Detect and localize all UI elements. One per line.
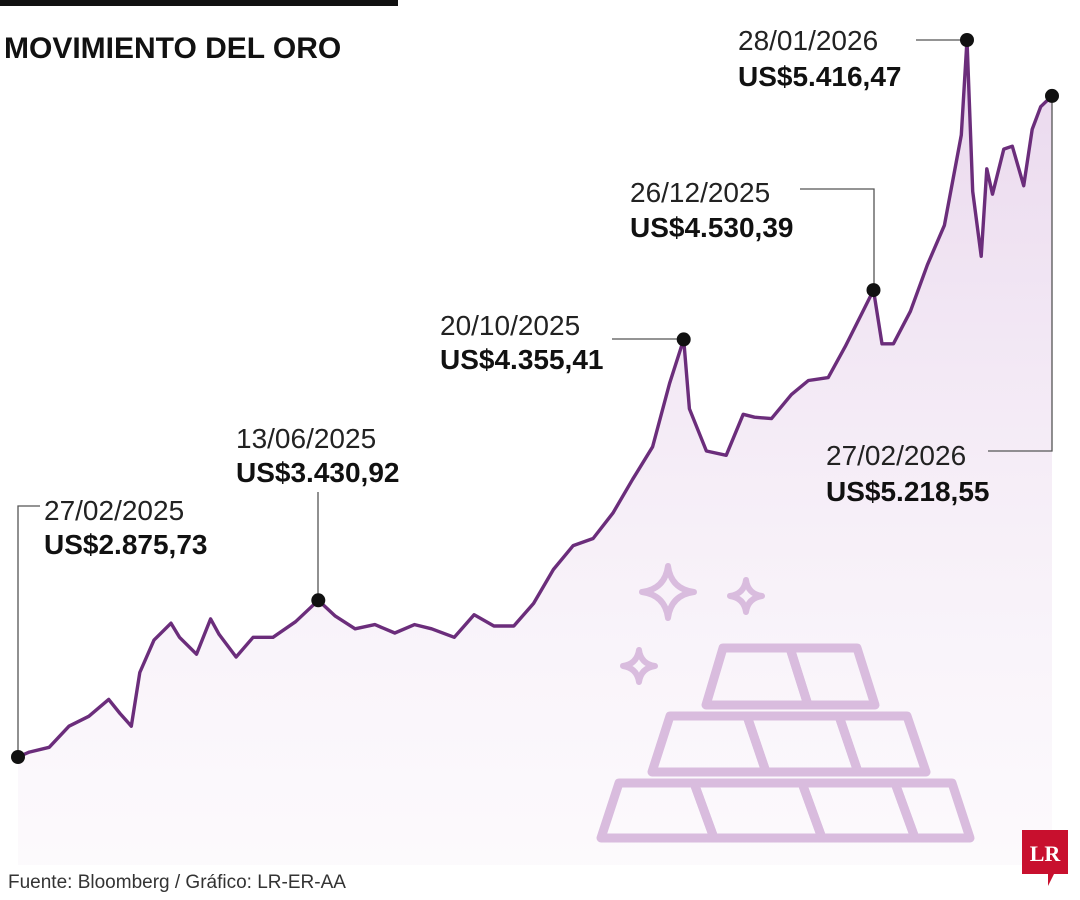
annotation-dot <box>311 593 326 608</box>
annotation-value: US$4.530,39 <box>630 212 793 243</box>
annotation-dot <box>866 283 881 298</box>
annotation-date: 28/01/2026 <box>738 25 878 56</box>
source-credit: Fuente: Bloomberg / Gráfico: LR-ER-AA <box>8 872 346 893</box>
annotation-dot <box>1045 88 1059 103</box>
annotation-leader <box>988 96 1053 452</box>
annotation-value: US$5.416,47 <box>738 61 901 92</box>
annotation-value: US$2.875,73 <box>44 529 207 560</box>
annotation-2026-02-27: 27/02/2026 US$5.218,55 <box>826 88 1059 507</box>
annotation-value: US$5.218,55 <box>826 476 989 507</box>
lr-logo: LR <box>1022 830 1068 886</box>
sparkle-icon <box>620 563 765 685</box>
annotation-date: 13/06/2025 <box>236 423 376 454</box>
annotation-dot <box>960 33 974 47</box>
annotation-dot <box>11 750 25 764</box>
annotation-date: 26/12/2025 <box>630 177 770 208</box>
lr-logo-text: LR <box>1030 841 1062 866</box>
annotation-dot <box>676 332 691 347</box>
annotation-value: US$4.355,41 <box>440 344 603 375</box>
annotation-2025-06-13: 13/06/2025 US$3.430,92 <box>236 423 399 608</box>
price-line <box>16 38 1054 759</box>
annotation-leader <box>17 505 40 757</box>
annotation-date: 27/02/2026 <box>826 440 966 471</box>
annotation-2025-02-27: 27/02/2025 US$2.875,73 <box>11 495 207 764</box>
annotation-leader <box>800 188 875 290</box>
chart-title: MOVIMIENTO DEL ORO <box>4 32 341 65</box>
annotation-2026-01-28: 28/01/2026 US$5.416,47 <box>738 25 974 92</box>
lr-logo-badge <box>1022 830 1068 886</box>
annotation-value: US$3.430,92 <box>236 457 399 488</box>
annotation-date: 20/10/2025 <box>440 310 580 341</box>
gold-bars-icon <box>596 643 975 843</box>
annotation-2025-12-26: 26/12/2025 US$4.530,39 <box>630 177 881 298</box>
title-rule <box>0 0 398 6</box>
annotation-date: 27/02/2025 <box>44 495 184 526</box>
annotation-2025-10-20: 20/10/2025 US$4.355,41 <box>440 310 691 375</box>
